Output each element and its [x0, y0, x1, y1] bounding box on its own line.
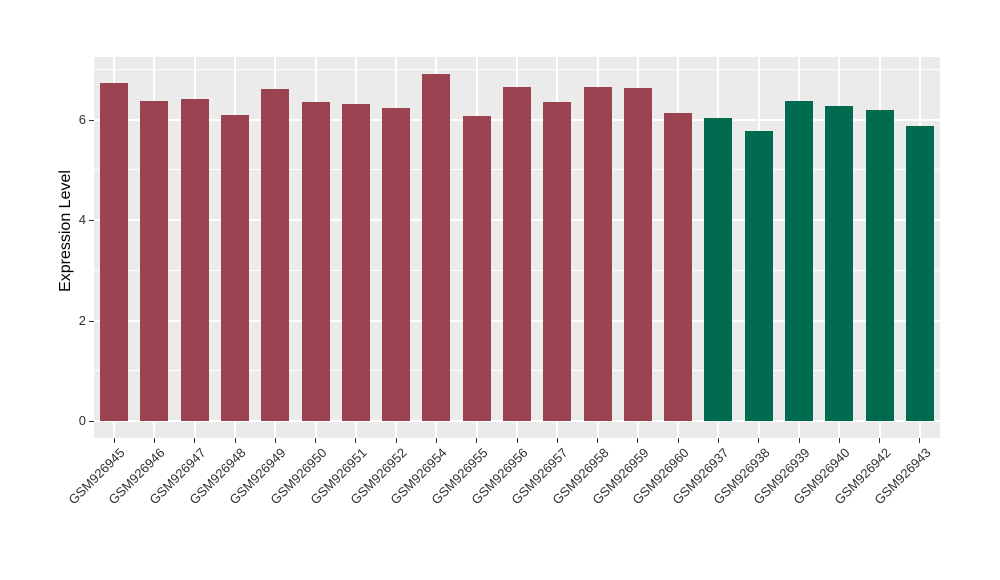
bar-GSM926958	[583, 86, 612, 421]
x-tick-mark-GSM926945	[113, 438, 115, 443]
y-tick-mark-4	[89, 220, 94, 221]
x-tick-mark-GSM926959	[637, 438, 639, 443]
bar-GSM926950	[301, 101, 330, 421]
bar-GSM926939	[785, 100, 813, 421]
bar-GSM926954	[422, 74, 451, 421]
bar-GSM926940	[825, 105, 854, 421]
bar-GSM926956	[503, 86, 531, 421]
x-tick-mark-GSM926937	[717, 438, 719, 443]
bar-GSM926945	[100, 83, 129, 421]
y-tick-label-6: 6	[78, 111, 86, 127]
y-tick-mark-6	[89, 119, 94, 121]
x-tick-mark-GSM926956	[516, 438, 518, 443]
bar-GSM926952	[382, 107, 411, 421]
x-tick-mark-GSM926958	[597, 438, 599, 443]
y-tick-label-2: 2	[78, 312, 86, 328]
x-tick-mark-GSM926938	[758, 438, 760, 443]
y-tick-label-4: 4	[78, 212, 86, 227]
bar-GSM926946	[140, 101, 169, 421]
y-tick-label-0: 0	[78, 413, 86, 428]
bar-GSM926947	[180, 98, 209, 421]
y-tick-mark-2	[89, 320, 94, 322]
x-tick-mark-GSM926942	[879, 438, 881, 443]
x-tick-mark-GSM926960	[677, 438, 679, 443]
bar-GSM926942	[865, 109, 894, 421]
x-tick-mark-GSM926952	[395, 438, 397, 443]
bar-GSM926951	[341, 104, 370, 421]
bar-GSM926960	[664, 113, 693, 421]
x-tick-mark-GSM926949	[274, 438, 276, 443]
bar-GSM926949	[261, 88, 290, 421]
x-tick-mark-GSM926955	[476, 438, 478, 443]
x-tick-mark-GSM926950	[315, 438, 317, 443]
bar-GSM926938	[744, 131, 773, 421]
plot-panel	[94, 57, 940, 438]
bar-GSM926955	[462, 115, 491, 421]
x-tick-mark-GSM926948	[234, 438, 236, 443]
x-tick-mark-GSM926939	[798, 438, 800, 443]
x-tick-mark-GSM926957	[556, 438, 558, 443]
x-tick-mark-GSM926947	[194, 438, 196, 443]
x-tick-mark-GSM926946	[153, 438, 155, 443]
bar-GSM926948	[221, 115, 249, 421]
bar-GSM926957	[543, 101, 572, 421]
x-tick-mark-GSM926954	[435, 438, 437, 443]
bar-GSM926959	[623, 87, 652, 421]
bar-GSM926943	[905, 126, 934, 421]
y-tick-mark-0	[89, 421, 94, 422]
x-tick-mark-GSM926940	[838, 438, 840, 443]
bar-GSM926937	[704, 117, 733, 421]
x-tick-mark-GSM926951	[355, 438, 357, 443]
x-tick-mark-GSM926943	[919, 438, 921, 443]
